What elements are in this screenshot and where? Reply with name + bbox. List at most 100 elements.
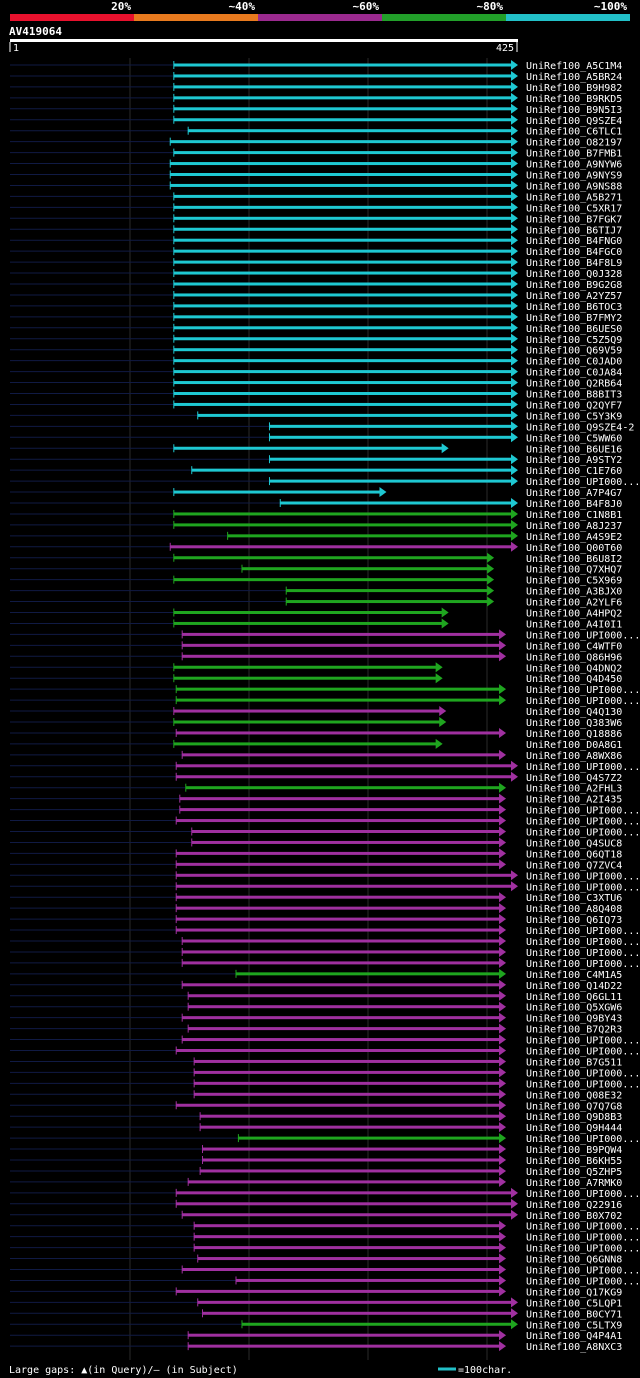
- hit-row[interactable]: UniRef100_A4S9E2: [10, 530, 622, 543]
- hit-row[interactable]: UniRef100_UPI000...: [10, 1264, 640, 1277]
- hit-label[interactable]: UniRef100_A8Q408: [526, 904, 622, 915]
- hit-label[interactable]: UniRef100_UPI000...: [526, 806, 640, 817]
- hit-label[interactable]: UniRef100_A2FHL3: [526, 784, 622, 795]
- hit-row[interactable]: UniRef100_B6KH55: [10, 1155, 622, 1167]
- hit-label[interactable]: UniRef100_C1N8B1: [526, 510, 622, 521]
- hit-row[interactable]: UniRef100_B9PQW4: [10, 1144, 622, 1156]
- hit-row[interactable]: UniRef100_C0JA84: [10, 366, 622, 379]
- hit-label[interactable]: UniRef100_C6TLC1: [526, 127, 622, 138]
- hit-row[interactable]: UniRef100_Q6GNN8: [10, 1253, 622, 1266]
- hit-row[interactable]: UniRef100_UPI000...: [10, 629, 640, 641]
- hit-row[interactable]: UniRef100_Q2RB64: [10, 377, 622, 390]
- hit-row[interactable]: UniRef100_UPI000...: [10, 1045, 640, 1058]
- hit-row[interactable]: UniRef100_B4F8L9: [10, 257, 622, 269]
- hit-row[interactable]: UniRef100_UPI000...: [10, 1231, 640, 1244]
- hit-row[interactable]: UniRef100_Q18886: [10, 727, 622, 740]
- hit-row[interactable]: UniRef100_A4HPQ2: [10, 607, 622, 620]
- hit-row[interactable]: UniRef100_A8J237: [10, 519, 622, 532]
- hit-row[interactable]: UniRef100_Q9D8B3: [10, 1111, 622, 1123]
- hit-row[interactable]: UniRef100_B0X702: [10, 1209, 622, 1222]
- hit-label[interactable]: UniRef100_UPI000...: [526, 1244, 640, 1255]
- hit-row[interactable]: UniRef100_Q08E32: [10, 1089, 622, 1101]
- hit-label[interactable]: UniRef100_UPI000...: [526, 871, 640, 882]
- hit-row[interactable]: UniRef100_C5Z5Q9: [10, 333, 622, 346]
- hit-label[interactable]: UniRef100_UPI000...: [526, 1266, 640, 1277]
- hit-label[interactable]: UniRef100_C5Z5Q9: [526, 335, 622, 346]
- hit-label[interactable]: UniRef100_UPI000...: [526, 477, 640, 488]
- hit-row[interactable]: UniRef100_UPI000...: [10, 925, 640, 937]
- hit-label[interactable]: UniRef100_A8NXC3: [526, 1342, 622, 1353]
- hit-row[interactable]: UniRef100_C3XTU6: [10, 892, 622, 904]
- hit-label[interactable]: UniRef100_Q17KG9: [526, 1287, 622, 1298]
- hit-label[interactable]: UniRef100_B9RKD5: [526, 94, 622, 105]
- hit-label[interactable]: UniRef100_Q4D450: [526, 674, 622, 685]
- hit-label[interactable]: UniRef100_B6TOC3: [526, 302, 622, 313]
- hit-row[interactable]: UniRef100_A2YZ57: [10, 289, 622, 302]
- hit-row[interactable]: UniRef100_B9H982: [10, 81, 622, 94]
- hit-label[interactable]: UniRef100_Q08E32: [526, 1090, 622, 1101]
- hit-label[interactable]: UniRef100_A4I0I1: [526, 619, 622, 630]
- hit-row[interactable]: UniRef100_B7FGK7: [10, 213, 622, 225]
- hit-label[interactable]: UniRef100_UPI000...: [526, 828, 640, 839]
- hit-row[interactable]: UniRef100_Q9SZE4-2: [10, 421, 634, 433]
- hit-row[interactable]: UniRef100_Q9H444: [10, 1122, 622, 1134]
- hit-label[interactable]: UniRef100_A8J237: [526, 521, 622, 532]
- hit-row[interactable]: UniRef100_A9NYS9: [10, 169, 622, 182]
- hit-label[interactable]: UniRef100_C4M1A5: [526, 970, 622, 981]
- hit-label[interactable]: UniRef100_Q6GL11: [526, 992, 622, 1003]
- hit-label[interactable]: UniRef100_B0CY71: [526, 1309, 622, 1320]
- hit-label[interactable]: UniRef100_Q2RB64: [526, 379, 622, 390]
- hit-row[interactable]: UniRef100_Q383W6: [10, 717, 622, 729]
- hit-row[interactable]: UniRef100_Q4DNQ2: [10, 662, 622, 674]
- hit-row[interactable]: UniRef100_UPI000...: [10, 804, 640, 817]
- hit-row[interactable]: UniRef100_UPI000...: [10, 826, 640, 839]
- hit-row[interactable]: UniRef100_B8BIT3: [10, 388, 622, 401]
- hit-row[interactable]: UniRef100_C4M1A5: [10, 968, 622, 981]
- hit-row[interactable]: UniRef100_A2YLF6: [10, 596, 622, 609]
- hit-row[interactable]: UniRef100_UPI000...: [10, 1133, 640, 1145]
- hit-label[interactable]: UniRef100_Q4S7Z2: [526, 773, 622, 784]
- hit-label[interactable]: UniRef100_UPI000...: [526, 1189, 640, 1200]
- hit-row[interactable]: UniRef100_B9N5I3: [10, 103, 622, 116]
- hit-row[interactable]: UniRef100_A7RMK0: [10, 1176, 622, 1189]
- hit-label[interactable]: UniRef100_B9N5I3: [526, 105, 622, 116]
- hit-row[interactable]: UniRef100_B9RKD5: [10, 92, 622, 105]
- hit-row[interactable]: UniRef100_Q4Q130: [10, 706, 622, 718]
- hit-label[interactable]: UniRef100_B6TIJ7: [526, 225, 622, 236]
- hit-row[interactable]: UniRef100_C4WTF0: [10, 640, 622, 652]
- hit-label[interactable]: UniRef100_UPI000...: [526, 1233, 640, 1244]
- hit-row[interactable]: UniRef100_Q69V59: [10, 344, 622, 357]
- hit-row[interactable]: UniRef100_UPI000...: [10, 881, 640, 893]
- hit-row[interactable]: UniRef100_A9NS88: [10, 180, 622, 192]
- hit-label[interactable]: UniRef100_Q0J328: [526, 269, 622, 280]
- hit-row[interactable]: UniRef100_UPI000...: [10, 946, 640, 959]
- hit-row[interactable]: UniRef100_UPI000...: [10, 695, 640, 707]
- hit-row[interactable]: UniRef100_C5X969: [10, 574, 622, 587]
- hit-label[interactable]: UniRef100_B7FMY2: [526, 313, 622, 324]
- hit-label[interactable]: UniRef100_UPI000...: [526, 1134, 640, 1145]
- hit-row[interactable]: UniRef100_D0A8G1: [10, 738, 622, 751]
- hit-row[interactable]: UniRef100_A2FHL3: [10, 782, 622, 795]
- hit-row[interactable]: UniRef100_Q5ZHP5: [10, 1165, 622, 1178]
- hit-row[interactable]: UniRef100_UPI000...: [10, 1242, 640, 1255]
- hit-label[interactable]: UniRef100_A7RMK0: [526, 1178, 622, 1189]
- hit-row[interactable]: UniRef100_Q7XHQ7: [10, 563, 622, 576]
- hit-label[interactable]: UniRef100_Q7Q7G8: [526, 1101, 622, 1112]
- hit-label[interactable]: UniRef100_Q6GNN8: [526, 1255, 622, 1266]
- hit-row[interactable]: UniRef100_Q4D450: [10, 673, 622, 685]
- hit-row[interactable]: UniRef100_UPI000...: [10, 1034, 640, 1047]
- hit-row[interactable]: UniRef100_C5LTX9: [10, 1319, 622, 1331]
- hit-row[interactable]: UniRef100_UPI000...: [10, 760, 640, 773]
- hit-label[interactable]: UniRef100_Q9BY43: [526, 1014, 622, 1025]
- hit-label[interactable]: UniRef100_Q4DNQ2: [526, 663, 622, 674]
- hit-row[interactable]: UniRef100_UPI000...: [10, 936, 640, 948]
- hit-label[interactable]: UniRef100_Q5XGW6: [526, 1003, 622, 1014]
- hit-row[interactable]: UniRef100_C5XR17: [10, 202, 622, 214]
- hit-label[interactable]: UniRef100_UPI000...: [526, 1222, 640, 1233]
- hit-label[interactable]: UniRef100_B9PQW4: [526, 1145, 622, 1156]
- hit-row[interactable]: UniRef100_A5B271: [10, 191, 622, 203]
- hit-row[interactable]: UniRef100_Q6QT18: [10, 848, 622, 860]
- hit-row[interactable]: UniRef100_UPI000...: [10, 684, 640, 696]
- hit-label[interactable]: UniRef100_C5XR17: [526, 203, 622, 214]
- hit-row[interactable]: UniRef100_Q4S7Z2: [10, 771, 622, 784]
